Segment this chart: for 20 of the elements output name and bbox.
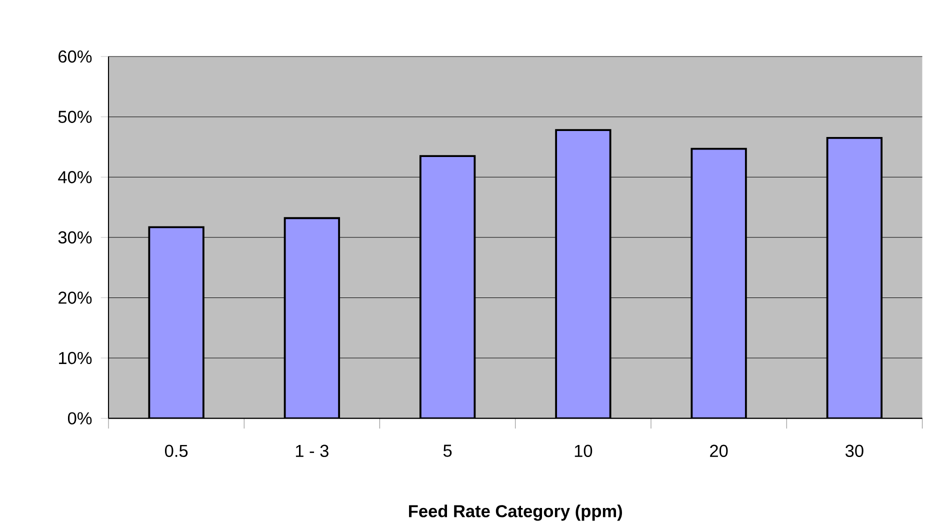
- x-tick-label: 0.5: [164, 445, 188, 458]
- bar: [555, 129, 612, 419]
- y-tick-label: 50%: [58, 110, 92, 124]
- bar: [148, 226, 204, 419]
- x-tick-label: 5: [443, 445, 452, 458]
- x-tick-label: 20: [710, 445, 728, 458]
- bar: [690, 148, 747, 419]
- y-tick-label: 20%: [58, 292, 92, 304]
- x-tick-label: 1 - 3: [296, 445, 328, 458]
- x-tick-label: 30: [845, 445, 864, 458]
- x-axis-title: Feed Rate Category (ppm): [409, 504, 622, 522]
- y-tick-label: 60%: [58, 50, 92, 63]
- bar: [419, 155, 476, 419]
- bar: [284, 217, 340, 419]
- y-tick-label: 10%: [59, 352, 92, 364]
- y-tick-label: 40%: [58, 171, 92, 184]
- bar: [826, 137, 883, 419]
- y-tick-label: 0%: [68, 412, 92, 425]
- x-tick-label: 10: [574, 445, 592, 458]
- y-tick-label: 30%: [58, 232, 92, 244]
